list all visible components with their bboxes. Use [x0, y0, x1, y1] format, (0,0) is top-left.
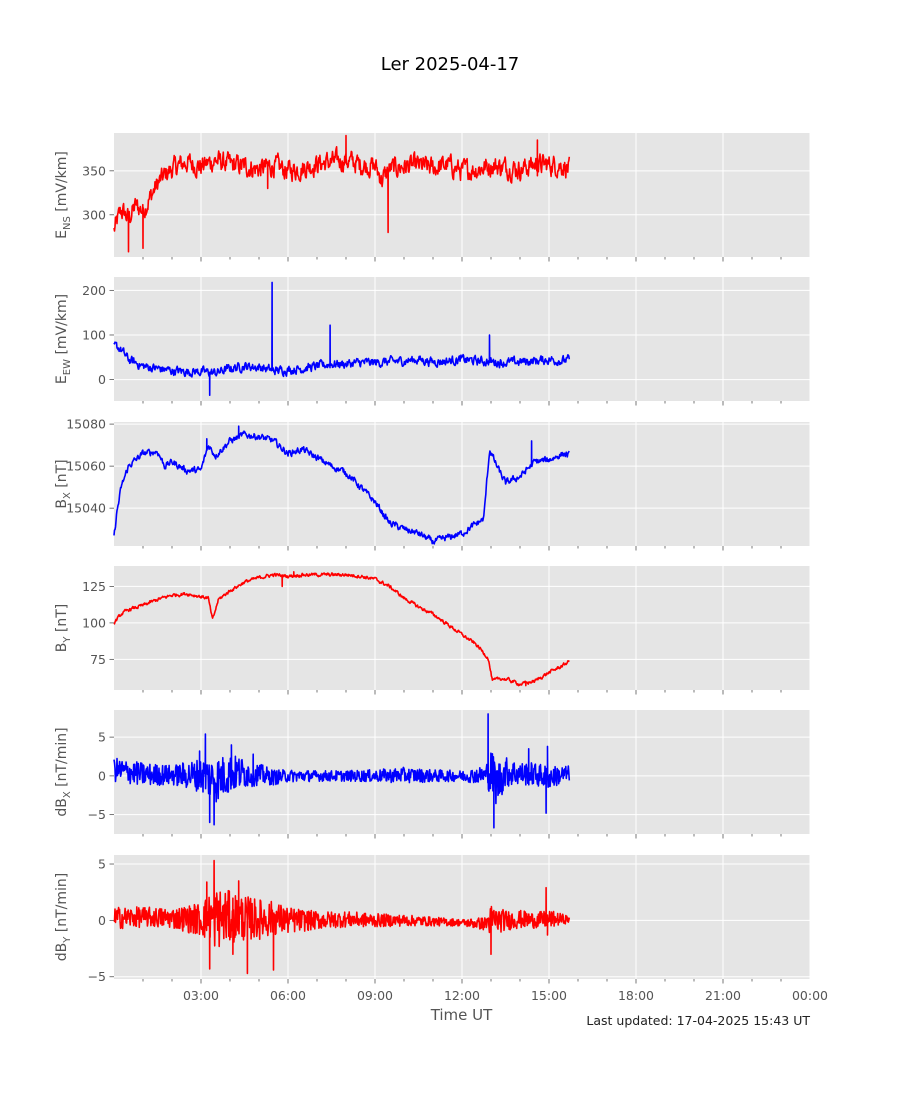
x-tick-label: 00:00 — [792, 988, 828, 1003]
y-tick-label: 0 — [98, 768, 106, 783]
y-tick-label: 15040 — [66, 501, 106, 516]
y-tick-label: −5 — [88, 969, 106, 984]
y-tick-label: 15060 — [66, 459, 106, 474]
y-axis-label: BX [nT] — [54, 459, 73, 508]
y-tick-label: 5 — [98, 857, 106, 872]
y-label-unit: [mV/km] — [54, 151, 70, 216]
y-tick-label: 125 — [82, 579, 106, 594]
y-tick-label: 15080 — [66, 417, 106, 432]
y-tick-label: 0 — [98, 913, 106, 928]
y-tick-label: 5 — [98, 730, 106, 745]
y-tick-label: 75 — [90, 652, 106, 667]
y-label-sub: X — [62, 791, 73, 798]
y-axis-label: dBX [nT/min] — [54, 727, 73, 816]
series-line — [113, 571, 570, 687]
x-axis-label: Time UT — [430, 1006, 493, 1024]
y-axis-label: dBY [nT/min] — [54, 873, 73, 962]
series-line — [113, 281, 571, 396]
x-tick-label: 03:00 — [183, 988, 219, 1003]
x-tick-label: 15:00 — [531, 988, 567, 1003]
y-tick-label: 300 — [82, 207, 106, 222]
y-label-unit: [nT] — [54, 459, 70, 492]
y-tick-label: 350 — [82, 163, 106, 178]
series-line — [113, 425, 570, 545]
y-tick-label: 100 — [82, 615, 106, 630]
y-axis-label: ENS [mV/km] — [54, 151, 73, 239]
x-tick-label: 18:00 — [618, 988, 654, 1003]
y-label-sub: EW — [62, 359, 73, 375]
panel-4: 75 100 125 BY [nT] — [54, 566, 811, 695]
y-label-unit: [mV/km] — [54, 294, 70, 359]
x-tick-label: 12:00 — [444, 988, 480, 1003]
y-tick-label: −5 — [88, 807, 106, 822]
y-label-unit: [nT] — [54, 604, 70, 637]
y-label-sub: Y — [62, 636, 73, 644]
panel-5: −5 0 5 dBX [nT/min] — [54, 710, 811, 839]
y-tick-label: 200 — [82, 283, 106, 298]
y-tick-label: 0 — [98, 372, 106, 387]
series-line — [113, 713, 571, 829]
series-line — [113, 134, 571, 253]
y-label-unit: [nT/min] — [54, 873, 70, 937]
y-label-unit: [nT/min] — [54, 727, 70, 791]
y-label-main: dB — [54, 798, 70, 817]
y-axis-label: EEW [mV/km] — [54, 294, 73, 384]
panel-3: 15040 15060 15080 BX [nT] — [54, 417, 811, 551]
y-label-main: B — [54, 499, 70, 509]
y-label-sub: X — [62, 492, 73, 499]
y-axis-label: BY [nT] — [54, 604, 73, 653]
x-tick-label: 06:00 — [270, 988, 306, 1003]
figure-title: Ler 2025-04-17 — [381, 54, 520, 75]
y-label-sub: Y — [62, 936, 73, 944]
y-label-main: E — [54, 375, 70, 384]
y-label-main: B — [54, 643, 70, 653]
y-label-main: E — [54, 230, 70, 239]
panel-1: 300 350 ENS [mV/km] — [54, 133, 811, 262]
y-tick-label: 100 — [82, 327, 106, 342]
y-label-sub: NS — [62, 216, 73, 230]
series-line — [113, 859, 571, 975]
panel-2: 0 100 200 EEW [mV/km] — [54, 277, 811, 406]
y-label-main: dB — [54, 943, 70, 962]
x-tick-label: 09:00 — [357, 988, 393, 1003]
last-updated-note: Last updated: 17-04-2025 15:43 UT — [586, 1013, 810, 1028]
panel-6: −5 0 5 dBY [nT/min] — [54, 855, 811, 984]
x-tick-label: 21:00 — [705, 988, 741, 1003]
